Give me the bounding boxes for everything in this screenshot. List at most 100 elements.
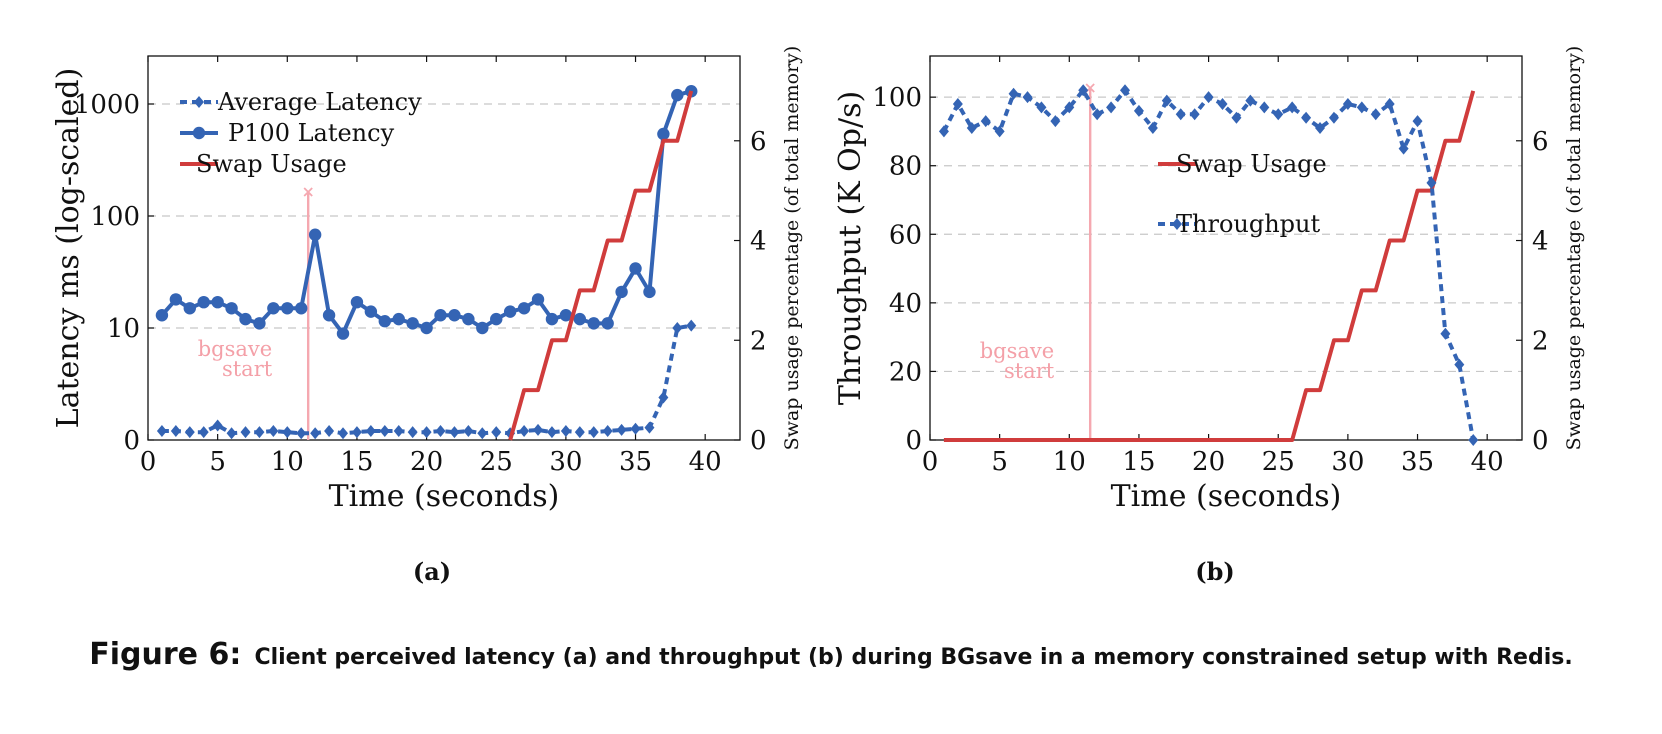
y2-tick-label: 6 — [750, 127, 767, 157]
data-point-diamond — [296, 427, 307, 440]
x-tick-label: 5 — [991, 447, 1008, 477]
data-point-diamond — [1440, 327, 1451, 340]
series-line-swap-usage — [943, 90, 1476, 442]
data-point-diamond — [560, 425, 571, 438]
data-point-diamond — [254, 426, 265, 439]
data-point-diamond — [952, 98, 963, 110]
data-point-diamond — [226, 427, 237, 440]
x-tick-label: 0 — [140, 447, 157, 477]
x-tick-label: 25 — [480, 447, 513, 477]
data-point-diamond — [574, 426, 585, 439]
x-tick-label: 10 — [271, 447, 304, 477]
y2-tick-label: 0 — [750, 426, 767, 456]
y-tick-label: 10 — [107, 314, 140, 344]
data-point-diamond — [658, 391, 669, 404]
data-point-p100 — [420, 321, 433, 335]
data-point-diamond — [588, 426, 599, 439]
legend: Swap Usage Throughput — [1158, 150, 1327, 238]
data-point-p100 — [643, 285, 656, 299]
chart-b-throughput: 0 5 10 15 20 25 30 35 40 0 20 40 60 80 100 0 2 4 6 Time (se… — [833, 46, 1585, 514]
data-point-diamond — [519, 425, 530, 438]
figure-caption: Figure 6: Client perceived latency (a) a… — [89, 637, 1572, 672]
data-point-p100 — [629, 262, 642, 275]
series-line-throughput — [942, 88, 1476, 441]
data-point-diamond — [1189, 108, 1200, 121]
bgsave-marker-cap — [303, 187, 313, 197]
data-point-diamond — [365, 425, 376, 438]
data-point-p100 — [462, 312, 475, 326]
data-point-p100 — [503, 305, 517, 318]
data-point-diamond — [546, 426, 557, 439]
y-tick-label: 0 — [905, 426, 922, 456]
data-point-diamond — [1259, 101, 1270, 114]
data-point-p100 — [490, 312, 503, 326]
data-point-p100 — [211, 295, 224, 309]
bgsave-annotation-text: start — [222, 357, 273, 381]
data-point-p100 — [587, 317, 600, 330]
data-point-diamond — [268, 425, 279, 438]
y2-axis-label: Swap usage percentage (of total memory) — [781, 46, 803, 451]
data-point-diamond — [616, 423, 627, 436]
data-point-diamond — [477, 427, 488, 440]
data-point-diamond — [1412, 115, 1423, 128]
data-point-p100 — [253, 317, 266, 330]
data-point-p100 — [545, 312, 559, 326]
data-point-diamond — [1342, 98, 1353, 110]
data-point-p100 — [517, 302, 531, 315]
x-tick-label: 35 — [619, 447, 652, 477]
data-point-p100 — [531, 293, 545, 306]
data-point-p100 — [559, 309, 573, 322]
y-tick-label: 40 — [889, 289, 922, 319]
data-point-p100 — [183, 302, 196, 315]
data-point-p100 — [476, 321, 489, 335]
data-point-diamond — [449, 426, 460, 439]
y2-tick-label: 4 — [1532, 227, 1549, 257]
data-point-diamond — [1147, 122, 1158, 134]
data-point-diamond — [1050, 115, 1061, 128]
bgsave-annotation-text: bgsave — [980, 339, 1054, 363]
bgsave-annotation-text: bgsave — [198, 337, 272, 361]
data-point-diamond — [1120, 84, 1131, 97]
x-tick-label: 30 — [549, 447, 582, 477]
subcaption-a: (a) — [413, 557, 451, 586]
data-point-diamond — [1287, 101, 1298, 114]
y2-tick-label: 2 — [1532, 326, 1549, 356]
data-point-diamond — [1064, 101, 1075, 114]
data-point-p100 — [281, 302, 294, 315]
legend-label: P100 Latency — [228, 119, 395, 147]
figure-caption-text: Client perceived latency (a) and through… — [254, 645, 1572, 670]
y-tick-label: 100 — [90, 202, 140, 232]
data-point-p100 — [671, 88, 684, 102]
data-point-diamond — [198, 426, 209, 439]
data-point-diamond — [407, 426, 418, 439]
legend-swatch-marker — [1172, 218, 1182, 230]
y2-tick-label: 4 — [750, 227, 767, 257]
data-point-p100 — [406, 317, 419, 330]
data-point-diamond — [1022, 91, 1033, 104]
data-point-diamond — [156, 425, 167, 438]
x-axis-label: Time (seconds) — [1111, 479, 1342, 514]
data-point-diamond — [184, 426, 195, 439]
x-tick-label: 15 — [340, 447, 373, 477]
data-point-diamond — [421, 426, 432, 439]
data-point-diamond — [212, 419, 223, 432]
data-point-p100 — [448, 309, 461, 322]
data-point-diamond — [379, 425, 390, 438]
data-point-diamond — [1398, 142, 1409, 155]
data-point-diamond — [351, 426, 362, 439]
data-point-diamond — [1231, 111, 1242, 124]
data-point-diamond — [533, 423, 544, 436]
figure-caption-label: Figure 6: — [89, 637, 241, 672]
data-point-diamond — [938, 125, 949, 138]
data-point-diamond — [1426, 176, 1437, 189]
legend: Average Latency P100 Latency Swap Usage — [180, 88, 422, 178]
data-point-p100 — [392, 312, 405, 326]
x-tick-label: 40 — [1471, 447, 1504, 477]
data-point-diamond — [1370, 108, 1381, 121]
legend-label: Swap Usage — [1176, 150, 1327, 178]
data-point-diamond — [1454, 358, 1465, 371]
data-point-p100 — [295, 302, 308, 315]
y-axis-label: Latency ms (log-scaled) — [51, 68, 86, 429]
data-point-p100 — [336, 327, 350, 340]
data-point-diamond — [1036, 101, 1047, 114]
